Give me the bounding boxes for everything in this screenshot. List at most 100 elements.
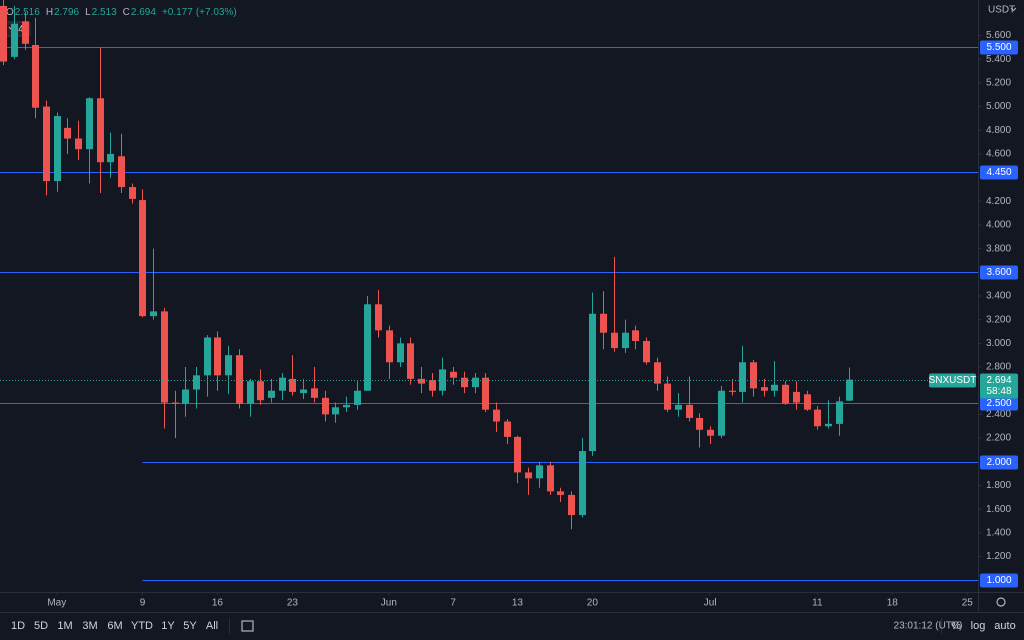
ohlc-value: 2.694 [131, 7, 156, 18]
currency-dropdown[interactable] [1010, 7, 1017, 12]
candle-body [450, 371, 457, 378]
last-price-bg [980, 373, 1018, 399]
symbol-label: SNXUSDT [929, 375, 977, 386]
candle-body [11, 23, 18, 57]
x-tick-label: 13 [512, 598, 524, 609]
candle-body [139, 200, 146, 317]
x-tick-label: Jun [381, 598, 397, 609]
candle-body [718, 390, 725, 436]
candle-body [739, 362, 746, 392]
candle-body [514, 436, 521, 473]
y-tick-label: 4.000 [986, 220, 1011, 231]
settings-icon[interactable] [996, 597, 1006, 607]
candle-body [836, 401, 843, 424]
level-label: 2.500 [986, 398, 1011, 409]
candle-body [32, 44, 39, 108]
candle-body [43, 106, 50, 182]
change-pct: (+7.03%) [196, 7, 237, 18]
countdown: 58:48 [986, 386, 1011, 397]
x-tick-label: 18 [887, 598, 899, 609]
candle-body [332, 407, 339, 415]
y-tick-label: 1.600 [986, 504, 1011, 515]
level-label: 2.000 [986, 457, 1011, 468]
candle-body [493, 409, 500, 422]
candle-body [793, 391, 800, 403]
level-label-bg [980, 396, 1018, 411]
y-tick-label: 5.400 [986, 54, 1011, 65]
calendar-icon[interactable] [241, 620, 254, 632]
ohlc-key: L [85, 7, 91, 18]
y-tick-label: 5.000 [986, 101, 1011, 112]
scale-button[interactable]: auto [994, 620, 1015, 632]
y-tick-label: 3.800 [986, 243, 1011, 254]
x-tick-label: 11 [812, 598, 823, 609]
timeframe-button[interactable]: 1D [11, 620, 25, 632]
candle-body [343, 404, 350, 408]
y-tick-label: 3.400 [986, 291, 1011, 302]
candle-body [504, 421, 511, 437]
candle-body [782, 384, 789, 404]
timeframe-button[interactable]: YTD [131, 620, 153, 632]
ohlc-value: 2.516 [15, 7, 40, 18]
level-label: 4.450 [986, 167, 1011, 178]
candle-body [236, 355, 243, 404]
candle-body [429, 380, 436, 391]
x-tick-label: 16 [212, 598, 224, 609]
candle-body [804, 394, 811, 410]
timeframe-button[interactable]: 5Y [183, 620, 197, 632]
candle-body [75, 138, 82, 150]
scale-button[interactable]: % [951, 620, 961, 632]
candle-body [107, 153, 114, 163]
candle-body [589, 313, 596, 452]
gear[interactable] [996, 597, 1006, 607]
timeframe-button[interactable]: 1Y [161, 620, 175, 632]
candle-body [354, 390, 361, 405]
candle-body [525, 472, 532, 479]
candle-body [461, 377, 468, 388]
candle-body [182, 389, 189, 404]
calendar[interactable] [241, 620, 254, 632]
y-tick-label: 4.200 [986, 196, 1011, 207]
candle-body [161, 311, 168, 403]
level-label-bg [980, 455, 1018, 470]
candle-body [375, 304, 382, 331]
y-tick-label: 5.200 [986, 78, 1011, 89]
timeframe-button[interactable]: 6M [107, 620, 122, 632]
level-label: 1.000 [986, 575, 1011, 586]
timeframe-button[interactable]: 3M [82, 620, 97, 632]
candle-body [439, 369, 446, 391]
candle-body [568, 494, 575, 516]
candle-body [193, 375, 200, 390]
scale-button[interactable]: log [971, 620, 986, 632]
timeframe-button[interactable]: All [206, 620, 218, 632]
candle-body [257, 381, 264, 401]
x-tick-label: 7 [450, 598, 456, 609]
candle-body [696, 417, 703, 430]
candle-body [97, 98, 104, 163]
ohlc-legend: O2.516 H2.796 L2.513 C2.694 +0.177 (+7.03%) [6, 7, 237, 18]
y-tick-label: 1.200 [986, 551, 1011, 562]
candle-body [129, 187, 136, 199]
candle-body [407, 343, 414, 379]
x-tick-label: 9 [140, 598, 146, 609]
candle-body [86, 98, 93, 150]
candle-body [750, 362, 757, 389]
candle-body [761, 387, 768, 391]
y-tick-label: 5.600 [986, 30, 1011, 41]
indicator-count[interactable]: 4 [18, 24, 24, 35]
change: +0.177 [162, 7, 193, 18]
x-tick-label: 20 [587, 598, 599, 609]
currency[interactable]: USDT [988, 5, 1015, 16]
candle-body [311, 388, 318, 398]
candle-body [643, 340, 650, 363]
timeframe-button[interactable]: 1M [57, 620, 72, 632]
candle-body [611, 332, 618, 349]
y-tick-label: 2.400 [986, 409, 1011, 420]
x-tick-label: May [47, 598, 66, 609]
clock[interactable]: 23:01:12 (UTC) [894, 621, 963, 632]
ohlc-value: 2.513 [92, 7, 117, 18]
candle-body [386, 330, 393, 363]
timeframe-button[interactable]: 5D [34, 620, 48, 632]
candle-body [686, 404, 693, 418]
